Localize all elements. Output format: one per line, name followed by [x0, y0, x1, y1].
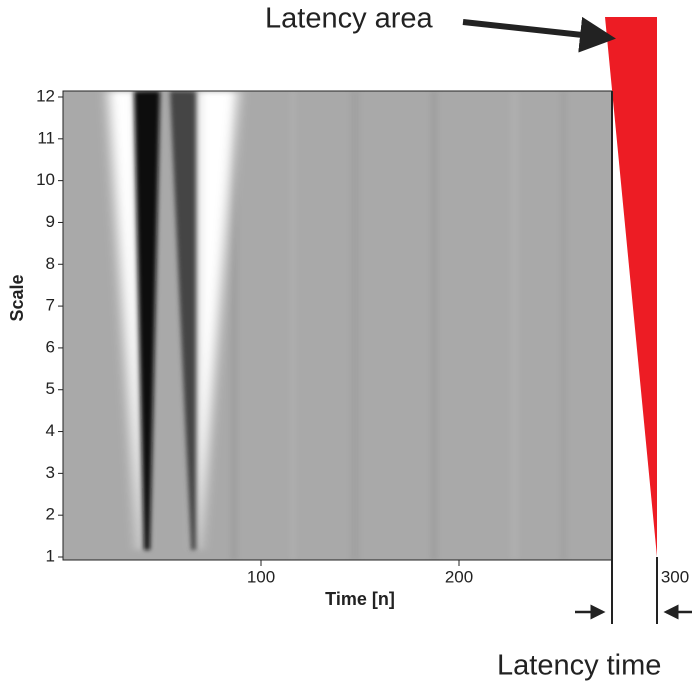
- y-tick-label: 9: [46, 212, 55, 231]
- y-tick-label: 5: [46, 379, 55, 398]
- y-tick-label: 12: [36, 86, 55, 105]
- y-tick-label: 11: [37, 128, 55, 147]
- annotation: Latency time: [497, 650, 661, 682]
- x-axis-label: Time [n]: [325, 589, 395, 609]
- x-tick-label: 200: [445, 567, 473, 586]
- arrow: [462, 16, 616, 53]
- y-tick-label: 10: [36, 170, 55, 189]
- heatmap: [63, 91, 612, 560]
- y-tick-label: 8: [46, 254, 55, 273]
- y-tick-label: 3: [46, 463, 55, 482]
- y-tick-label: 6: [46, 337, 55, 356]
- y-tick-label: 1: [46, 546, 55, 565]
- x-tick-label: 100: [247, 567, 275, 586]
- x-tick-label: 300: [661, 567, 689, 586]
- latency-area: [605, 17, 657, 557]
- annotation: Latency area: [265, 3, 434, 35]
- y-tick-label: 4: [46, 421, 55, 440]
- y-tick-label: 7: [46, 296, 55, 315]
- y-axis-label: Scale: [7, 274, 27, 321]
- y-tick-label: 2: [46, 505, 55, 524]
